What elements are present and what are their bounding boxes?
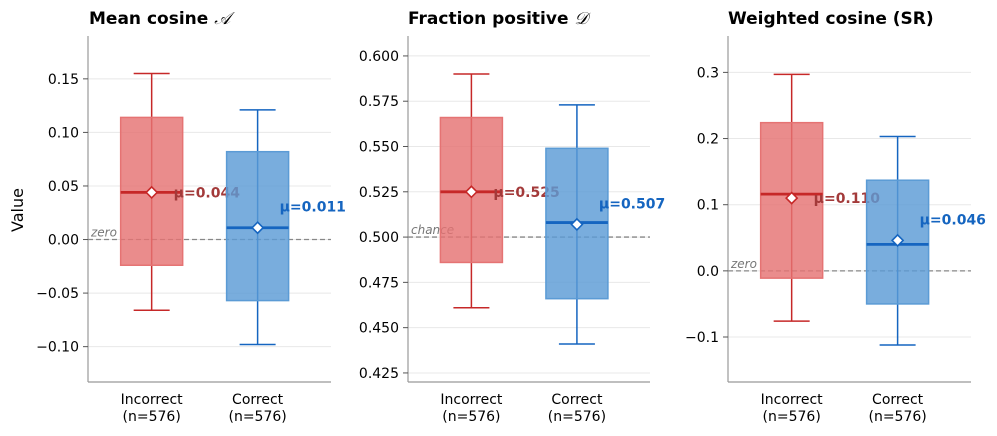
mean-marker	[464, 185, 479, 199]
y-tick-label: 0.550	[359, 140, 399, 156]
y-axis-label: Value	[8, 188, 27, 232]
x-tick-label: Incorrect (n=576)	[121, 392, 184, 425]
chart-title-text: Mean cosine	[89, 9, 214, 29]
y-tick-label: 0.2	[697, 132, 719, 148]
y-tick-label: 0.3	[697, 65, 719, 81]
chart-title-text: Fraction positive	[408, 9, 574, 29]
mean-label: μ=0.011	[280, 200, 346, 216]
box-correct: μ=0.507	[545, 104, 665, 345]
chart-title-symbol: 𝒜	[214, 9, 235, 29]
chart-title: Weighted cosine (SR)	[728, 9, 934, 29]
chart-panel-2: Fraction positive 𝒟 0.425 0.450 0.475 0.500 0…	[359, 9, 665, 425]
panels: Mean cosine 𝒜 −0.10 −0.05 0.00 0.05 0.10 0.15 z…	[36, 9, 986, 425]
y-tick-label: 0.05	[48, 179, 79, 195]
mean-label: μ=0.507	[599, 196, 665, 212]
mean-label: μ=0.525	[493, 185, 559, 201]
y-tick-label: 0.0	[697, 264, 719, 280]
y-tick-label: 0.500	[359, 230, 399, 246]
reference-line-label: zero	[90, 226, 117, 240]
mean-label: μ=0.046	[920, 212, 986, 228]
box-incorrect: μ=0.110	[759, 73, 881, 322]
box-incorrect: μ=0.044	[119, 72, 241, 311]
x-tick-label: Correct (n=576)	[868, 392, 926, 425]
chart-title: Mean cosine 𝒜	[89, 9, 235, 29]
x-tick-label-line: (n=576)	[548, 409, 606, 425]
mean-marker	[145, 185, 159, 200]
y-tick-label: 0.450	[359, 321, 399, 337]
mean-label: μ=0.110	[814, 191, 881, 207]
x-tick-label-line: (n=576)	[123, 409, 181, 425]
x-tick-label: Correct (n=576)	[548, 392, 606, 425]
mean-label: μ=0.044	[174, 185, 241, 201]
box-incorrect: μ=0.525	[439, 73, 560, 309]
box-correct: μ=0.011	[225, 109, 346, 346]
chart-panel-1: Mean cosine 𝒜 −0.10 −0.05 0.00 0.05 0.10 0.15 z…	[36, 9, 346, 425]
y-tick-label: 0.525	[359, 185, 399, 201]
x-tick-label-line: (n=576)	[868, 409, 926, 425]
x-tick-label-line: Correct	[232, 392, 284, 408]
y-tick-label: 0.1	[697, 198, 719, 214]
y-tick-label: 0.475	[359, 275, 399, 291]
x-tick-label: Incorrect (n=576)	[440, 392, 503, 425]
x-tick-label-line: Correct	[551, 392, 603, 408]
y-tick-label: −0.05	[36, 286, 79, 302]
mean-marker	[785, 191, 799, 205]
x-tick-label-line: Incorrect	[440, 392, 503, 408]
x-tick-label-line: Correct	[872, 392, 924, 408]
x-tick-label: Incorrect (n=576)	[761, 392, 824, 425]
y-tick-label: 0.00	[48, 233, 79, 249]
y-tick-label: 0.600	[359, 49, 399, 65]
y-tick-label: −0.10	[36, 340, 79, 356]
y-tick-label: 0.425	[359, 366, 399, 382]
x-tick-label: Correct (n=576)	[228, 392, 286, 425]
y-tick-label: 0.10	[48, 125, 79, 141]
mean-marker	[570, 217, 584, 232]
reference-line-label: zero	[730, 257, 757, 271]
mean-marker	[890, 233, 905, 248]
y-tick-label: −0.1	[685, 330, 719, 346]
mean-marker	[250, 221, 265, 235]
chart-title-text: Weighted cosine (SR)	[728, 9, 934, 29]
y-tick-label: 0.15	[48, 72, 79, 88]
box-correct: μ=0.046	[865, 135, 986, 346]
chart-title: Fraction positive 𝒟	[408, 9, 591, 29]
y-tick-label: 0.575	[359, 94, 399, 110]
x-tick-label-line: (n=576)	[228, 409, 286, 425]
x-tick-label-line: Incorrect	[121, 392, 184, 408]
x-tick-label-line: (n=576)	[442, 409, 500, 425]
x-tick-label-line: (n=576)	[763, 409, 821, 425]
x-tick-label-line: Incorrect	[761, 392, 824, 408]
chart-title-symbol: 𝒟	[574, 9, 591, 29]
chart-panel-3: Weighted cosine (SR) −0.1 0.0 0.1 0.2 0.3 zero…	[685, 9, 986, 425]
